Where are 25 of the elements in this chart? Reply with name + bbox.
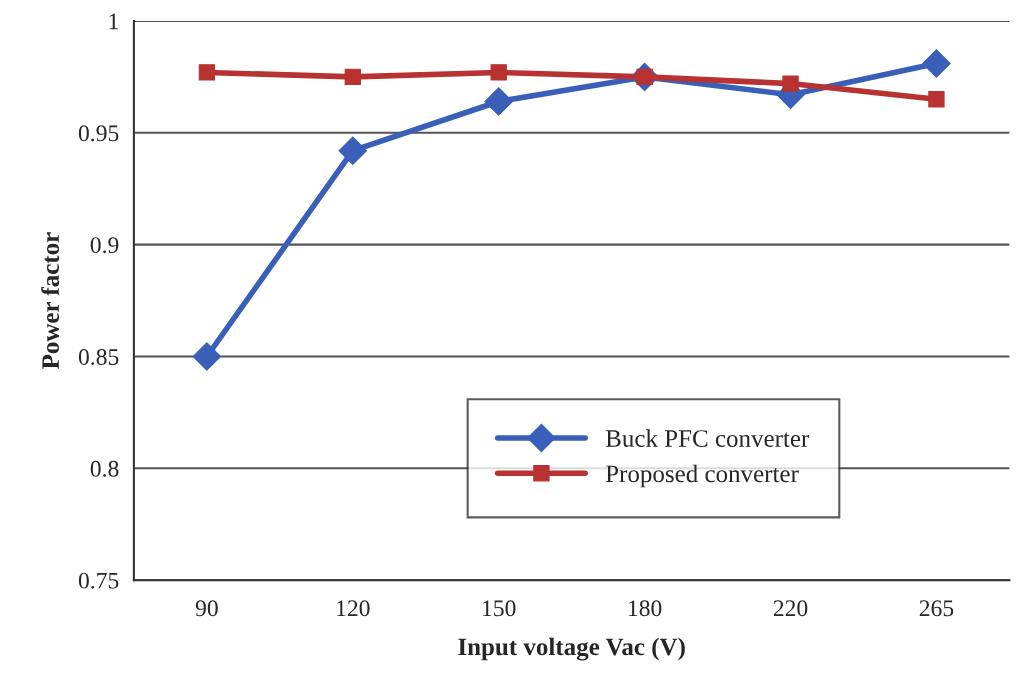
y-tick-label: 0.95 — [78, 125, 119, 142]
x-tick-label: 120 — [337, 600, 370, 617]
point — [192, 342, 222, 371]
point — [484, 87, 513, 116]
y-tick-label: 1 — [109, 13, 118, 30]
point — [344, 68, 361, 86]
x-tick-label: 265 — [919, 600, 954, 617]
y-tick-label: 0.85 — [78, 348, 119, 366]
x-tick-label: 220 — [773, 600, 808, 617]
y-axis-title: Power factor — [41, 232, 60, 369]
point — [338, 136, 368, 165]
y-tick-label: 0.9 — [90, 237, 119, 254]
x-tick-label: 90 — [195, 600, 218, 617]
point — [782, 75, 799, 92]
point — [922, 49, 951, 78]
point — [490, 64, 507, 81]
legend-label: Buck PFC converter — [605, 429, 810, 447]
legend-label: Proposed converter — [605, 464, 799, 488]
y-tick-label: 0.8 — [90, 460, 119, 477]
x-axis-title: Input voltage Vac (V) — [458, 637, 685, 661]
x-tick-label: 150 — [483, 600, 516, 617]
x-tick-label: 180 — [628, 600, 662, 617]
point — [198, 64, 216, 81]
y-tick-label: 0.75 — [78, 572, 119, 589]
point — [928, 91, 945, 108]
